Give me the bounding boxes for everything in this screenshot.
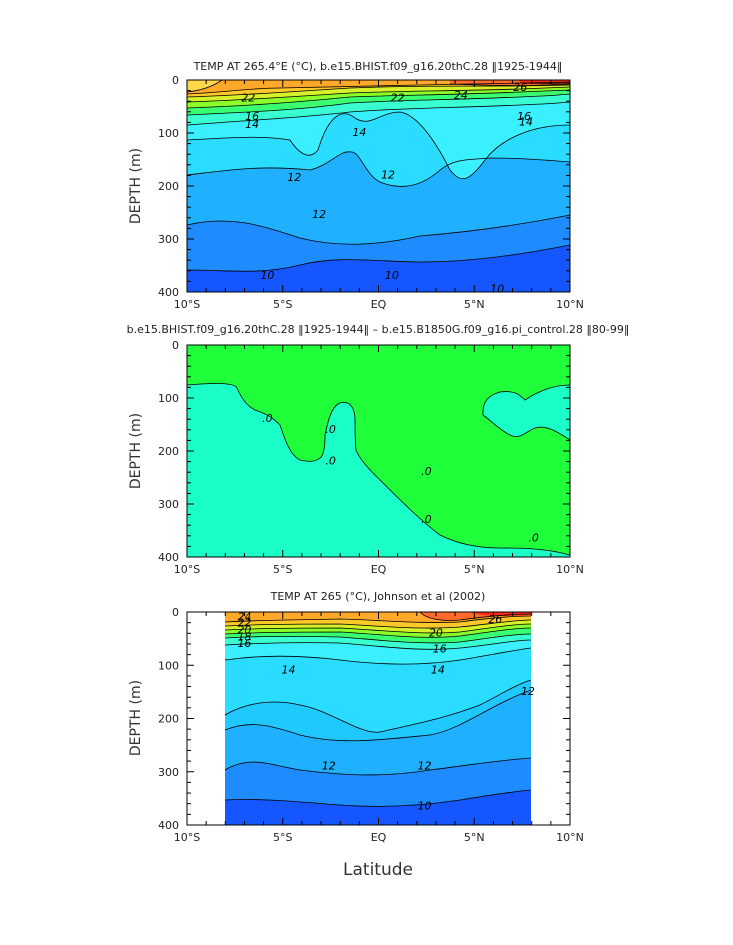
panel-2-field [187,345,570,557]
contour-label: 16 [245,110,259,123]
contour-label: 12 [287,171,301,184]
y-tick-label: 400 [158,286,179,299]
contour-label: .0 [421,465,432,478]
x-tick-label: EQ [371,298,387,311]
y-tick-label: 300 [158,498,179,511]
contour-label: 20 [429,626,443,639]
y-tick-label: 0 [172,74,179,87]
x-tick-label: 10°N [556,563,584,576]
y-tick-label: 200 [158,180,179,193]
contour-label: 14 [352,126,366,139]
contour-label: 14 [281,664,295,677]
contour-label: 14 [431,664,445,677]
panel-1: TEMP AT 265.4°E (°C), b.e15.BHIST.f09_g1… [128,60,584,311]
contour-label: 12 [521,685,535,698]
y-tick-label: 200 [158,445,179,458]
panel-2-ylabel: DEPTH (m) [128,413,144,489]
contour-label: .0 [325,455,336,468]
contour-label: 10 [490,282,504,295]
y-tick-label: 400 [158,551,179,564]
contour-label: 20 [237,624,251,637]
contour-label: 12 [417,759,431,772]
y-tick-label: 100 [158,127,179,140]
contour-label: 26 [513,81,527,94]
panel-1-contours [187,80,570,272]
x-tick-label: 5°N [464,298,485,311]
y-tick-label: 100 [158,659,179,672]
panel-3-contours [224,612,532,807]
contour-label: 16 [517,110,531,123]
x-tick-label: 10°S [174,831,200,844]
contour-label: 12 [312,208,326,221]
panel-1-ylabel: DEPTH (m) [128,148,144,224]
panel-3-ylabel: DEPTH (m) [128,680,144,756]
panel-3-field [224,612,532,825]
contour-label: 16 [237,637,251,650]
band-28 [470,612,531,616]
x-tick-label: 5°S [273,831,292,844]
y-tick-label: 400 [158,819,179,832]
contour-label: 16 [433,642,447,655]
contour-label: 10 [385,269,399,282]
panel-2-axes: 10°S 5°S EQ 5°N 10°N 0 100 200 300 400 [158,339,584,576]
y-tick-label: 300 [158,766,179,779]
panel-2-contour-labels: .0 .0 .0 .0 .0 .0 [262,412,539,544]
contour-label: 18 [237,631,251,644]
panel-3-title: TEMP AT 265 (°C), Johnson et al (2002) [270,590,486,603]
contour-label: 22 [391,92,405,105]
contour-label: 24 [454,89,468,102]
contour-label: .0 [262,412,273,425]
y-tick-label: 100 [158,392,179,405]
x-tick-label: 5°S [273,298,292,311]
x-tick-label: 5°S [273,563,292,576]
x-tick-label: 10°N [556,298,584,311]
x-tick-label: 10°S [174,298,200,311]
band-26-left [187,80,222,92]
contour-label: 14 [245,118,259,131]
panel-1-title: TEMP AT 265.4°E (°C), b.e15.BHIST.f09_g1… [193,60,563,73]
panel-2-contours [187,383,570,556]
contour-label: 26 [488,613,502,626]
panel-3-axes: 10°S 5°S EQ 5°N 10°N 0 100 200 300 400 [158,606,584,844]
band-negative-main [187,383,570,557]
contour-label: 22 [241,92,255,105]
x-tick-label: 5°N [464,831,485,844]
panel-2: b.e15.BHIST.f09_g16.20thC.28 ‖1925-1944‖… [127,323,630,576]
x-tick-label: 5°N [464,563,485,576]
panel-2-title: b.e15.BHIST.f09_g16.20thC.28 ‖1925-1944‖… [127,323,630,336]
contour-label: 10 [417,799,431,812]
y-tick-label: 0 [172,339,179,352]
y-tick-label: 300 [158,233,179,246]
x-tick-label: EQ [371,831,387,844]
x-tick-label: EQ [371,563,387,576]
y-tick-label: 200 [158,713,179,726]
band-negative-right [482,385,570,440]
contour-label: 24 [237,610,251,623]
x-tick-label: 10°S [174,563,200,576]
x-tick-label: 10°N [556,831,584,844]
contour-label: .0 [421,513,432,526]
panel-1-axes: 10°S 5°S EQ 5°N 10°N 0 100 200 300 400 [158,74,584,311]
panel-3: TEMP AT 265 (°C), Johnson et al (2002) [128,590,584,844]
contour-label: .0 [325,423,336,436]
contour-label: 22 [237,617,251,630]
contour-label: .0 [528,531,539,544]
contour-label: 14 [519,115,533,128]
contour-label: 12 [322,759,336,772]
contour-label: 12 [381,168,395,181]
contour-label: 10 [260,269,274,282]
y-tick-label: 0 [172,606,179,619]
x-axis-label: Latitude [343,860,413,880]
